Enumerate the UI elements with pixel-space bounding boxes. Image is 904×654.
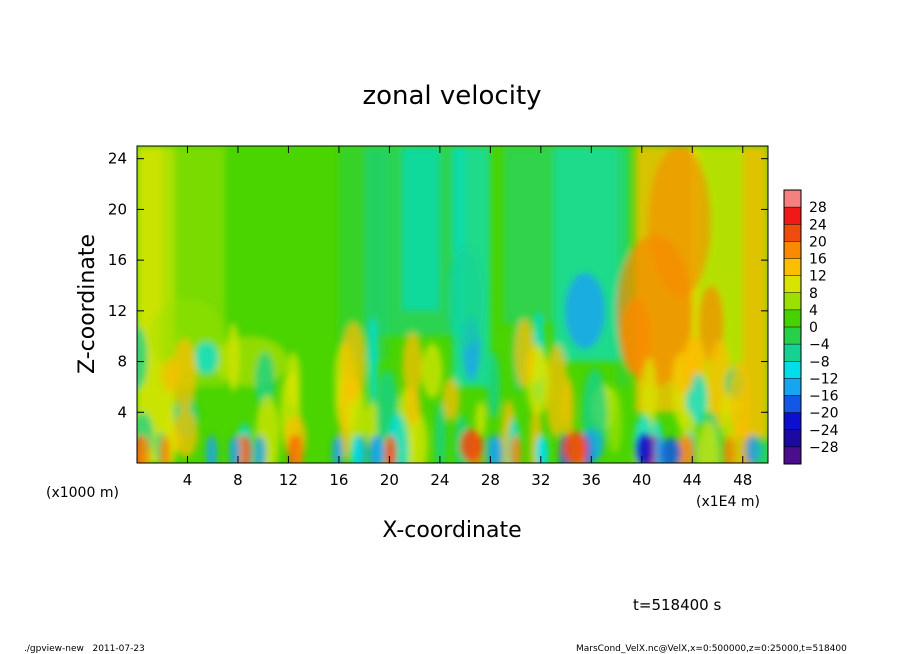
chart-title: zonal velocity: [362, 81, 541, 111]
colorbar-label: −28: [809, 440, 839, 456]
colorbar-label: 20: [809, 234, 827, 250]
colorbar-swatch: [784, 241, 801, 259]
colorbar-label: −4: [809, 337, 830, 353]
colorbar-label: 24: [809, 217, 827, 233]
x-tick-label: 44: [683, 471, 702, 489]
colorbar-swatch: [784, 429, 801, 448]
colorbar-label: −20: [809, 406, 839, 422]
footer-right: MarsCond_VelX.nc@VelX,x=0:500000,z=0:250…: [576, 644, 847, 654]
x-tick-label: 12: [279, 471, 298, 489]
colorbar-swatch: [784, 327, 801, 345]
colorbar-swatch: [784, 309, 801, 328]
colorbar-label: −8: [809, 354, 830, 370]
colorbar-swatch: [784, 412, 801, 431]
colorbar-label: −12: [809, 371, 839, 387]
colorbar-label: 0: [809, 320, 818, 336]
colorbar-swatch: [784, 190, 801, 208]
colorbar-swatch: [784, 446, 801, 465]
colorbar-swatch: [784, 207, 801, 225]
y-axis-label: Z-coordinate: [75, 234, 100, 374]
x-axis-label: X-coordinate: [382, 518, 521, 543]
x-tick-label: 24: [430, 471, 449, 489]
y-axis-ticks: 4 8 12 16 20 24: [108, 150, 768, 421]
x-units-right: (x1E4 m): [696, 494, 760, 510]
colorbar-swatch: [784, 258, 801, 277]
colorbar-swatch: [784, 224, 801, 242]
x-tick-label: 32: [531, 471, 550, 489]
heatmap-field: [137, 146, 768, 463]
colorbar-label: 4: [809, 303, 818, 319]
x-tick-label: 4: [183, 471, 193, 489]
colorbar-label: 16: [809, 252, 827, 268]
plot-frame: [136, 145, 769, 464]
y-tick-label: 16: [108, 251, 127, 269]
y-tick-label: 24: [108, 150, 127, 168]
y-tick-label: 12: [108, 302, 127, 320]
y-tick-label: 8: [117, 353, 127, 371]
colorbar-label: −16: [809, 389, 839, 405]
y-tick-label: 4: [117, 403, 127, 421]
colorbar-label: 28: [809, 200, 827, 216]
colorbar-swatch: [784, 378, 801, 396]
colorbar-swatch: [784, 361, 801, 379]
x-tick-label: 20: [380, 471, 399, 489]
x-tick-label: 36: [582, 471, 601, 489]
y-tick-label: 20: [108, 200, 127, 218]
colorbar-swatch: [784, 275, 801, 294]
time-label: t=518400 s: [633, 596, 721, 614]
x-axis-ticks: 4 8 12 16 20 24 28 32 36 40 44 48: [183, 146, 752, 489]
x-units-left: (x1000 m): [46, 485, 119, 501]
colorbar-label: −24: [809, 423, 839, 439]
x-tick-label: 28: [481, 471, 500, 489]
colorbar-label: 12: [809, 269, 827, 285]
x-tick-label: 16: [329, 471, 348, 489]
footer-left: ./gpview-new 2011-07-23: [24, 644, 145, 654]
colorbar-swatch: [784, 292, 801, 311]
heatmap-blobs: [137, 146, 768, 463]
colorbar-swatch: [784, 344, 801, 362]
x-tick-label: 40: [632, 471, 651, 489]
colorbar-label: 8: [809, 286, 818, 302]
x-tick-label: 8: [233, 471, 243, 489]
x-tick-label: 48: [733, 471, 752, 489]
colorbar-swatch: [784, 395, 801, 414]
